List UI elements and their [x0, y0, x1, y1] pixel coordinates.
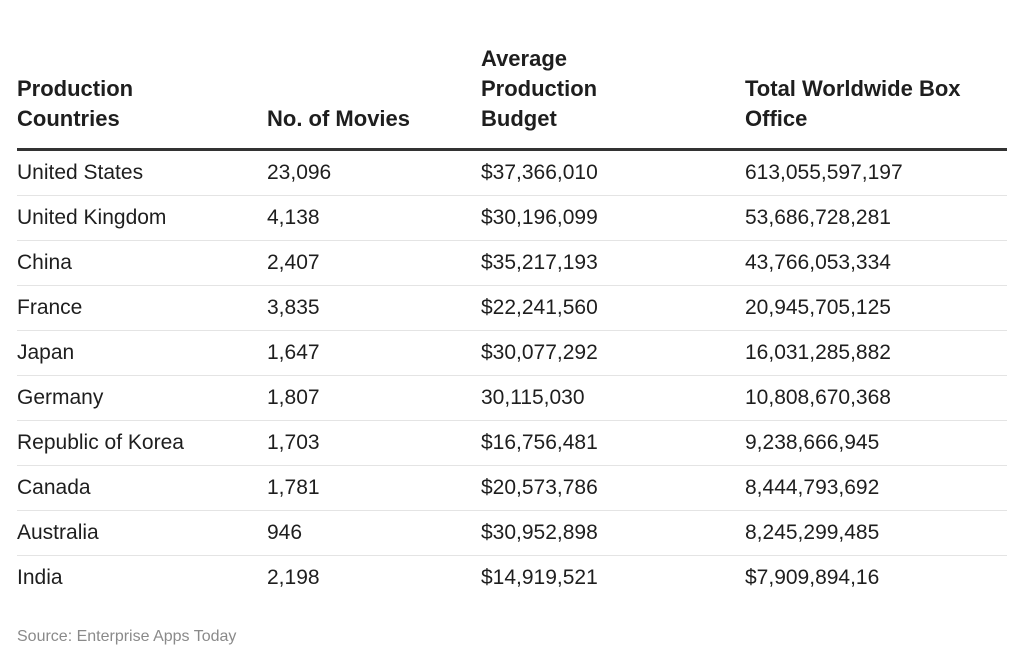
table-cell: $30,952,898 [481, 510, 745, 556]
table-cell: 946 [267, 510, 481, 556]
table-cell: $30,077,292 [481, 330, 745, 376]
table-row: China 2,407 $35,217,193 43,766,053,334 [17, 240, 1007, 286]
table-cell: 2,198 [267, 566, 320, 589]
table-cell: 20,945,705,125 [745, 285, 1007, 331]
table-cell: 613,055,597,197 [745, 149, 1007, 196]
table-cell: 1,703 [267, 420, 481, 466]
table-cell: 1,781 [267, 465, 481, 511]
header-text: Average Production Budget [481, 46, 598, 131]
table-cell: 9,238,666,945 [745, 420, 1007, 466]
header-text: No. of Movies [267, 106, 411, 131]
table-cell: Japan [17, 330, 267, 376]
column-header: Total Worldwide Box Office [745, 44, 1007, 151]
table-cell: Germany [17, 375, 267, 421]
table-cell: 1,807 [267, 375, 481, 421]
table-row: Republic of Korea 1,703 $16,756,481 9,238,6… [17, 420, 1007, 466]
table-row: Canada 1,781 $20,573,786 8,444,793,692 [17, 465, 1007, 511]
table-cell: $22,241,560 [481, 285, 745, 331]
table-cell: 8,245,299,485 [745, 510, 1007, 556]
table-row: France 3,835 $22,241,560 20,945,705,125 [17, 285, 1007, 331]
table-cell: United States [17, 149, 267, 196]
table-cell: 53,686,728,281 [745, 195, 1007, 241]
table-cell: Republic of Korea [17, 420, 267, 466]
table-cell: Canada [17, 465, 267, 511]
table-cell: France [17, 285, 267, 331]
table-cell: 4,138 [267, 195, 481, 241]
table-cell: Australia [17, 510, 267, 556]
table-cell: 23,096 [267, 149, 481, 196]
table-cell: $16,756,481 [481, 420, 745, 466]
table-cell: $37,366,010 [481, 149, 745, 196]
table-cell: 10,808,670,368 [745, 375, 1007, 421]
table-row: Germany 1,807 30,115,030 10,808,670,368 [17, 375, 1007, 421]
table-cell: 2,407 [267, 240, 481, 286]
table-row: United States 23,096 $37,366,010 613,055,59… [17, 149, 1007, 196]
table-cell: 1,647 [267, 330, 481, 376]
table-cell: 16,031,285,882 [745, 330, 1007, 376]
header-text: Production Countries [17, 76, 134, 131]
table-cell: India [17, 566, 63, 589]
table-cell: $35,217,193 [481, 240, 745, 286]
table-row: Japan 1,647 $30,077,292 16,031,285,882 [17, 330, 1007, 376]
table-row: India 2,198 $14,919,521 $7,909,894,16 [17, 556, 1007, 601]
header-row: Production Countries No. of Movies Average… [17, 44, 1007, 151]
table-cell: 3,835 [267, 285, 481, 331]
table-cell: $7,909,894,16 [745, 566, 880, 589]
column-header: Production Countries [17, 44, 267, 151]
table-cell: $14,919,521 [481, 566, 598, 589]
header-text: Total Worldwide Box Office [745, 76, 961, 131]
column-header: Average Production Budget [481, 44, 745, 151]
table-cell: 30,115,030 [481, 375, 745, 421]
column-header: No. of Movies [267, 44, 481, 151]
table-row: United Kingdom 4,138 $30,196,099 53,686,728… [17, 195, 1007, 241]
data-table: Production Countries No. of Movies Average… [17, 44, 1007, 600]
table-cell: 8,444,793,692 [745, 465, 1007, 511]
table-cell: 43,766,053,334 [745, 240, 1007, 286]
table-body: United States 23,096 $37,366,010 613,055,59… [17, 149, 1007, 601]
table-cell: $20,573,786 [481, 465, 745, 511]
table-cell: United Kingdom [17, 195, 267, 241]
table-cell: China [17, 240, 267, 286]
table-row: Australia 946 $30,952,898 8,245,299,485 [17, 510, 1007, 556]
source-note: Source: Enterprise Apps Today [17, 628, 237, 645]
table-cell: $30,196,099 [481, 195, 745, 241]
